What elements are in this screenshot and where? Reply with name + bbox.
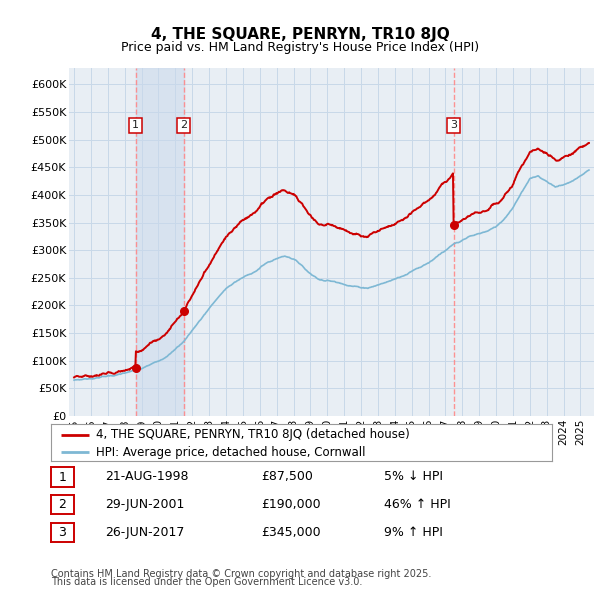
- Text: 26-JUN-2017: 26-JUN-2017: [105, 526, 184, 539]
- Text: £190,000: £190,000: [261, 498, 320, 511]
- Text: HPI: Average price, detached house, Cornwall: HPI: Average price, detached house, Corn…: [96, 445, 365, 458]
- Text: 1: 1: [58, 470, 67, 484]
- Text: 9% ↑ HPI: 9% ↑ HPI: [384, 526, 443, 539]
- Text: 29-JUN-2001: 29-JUN-2001: [105, 498, 184, 511]
- Text: 3: 3: [450, 120, 457, 130]
- Text: Contains HM Land Registry data © Crown copyright and database right 2025.: Contains HM Land Registry data © Crown c…: [51, 569, 431, 579]
- Bar: [136, 68, 184, 416]
- Text: £345,000: £345,000: [261, 526, 320, 539]
- Text: 21-AUG-1998: 21-AUG-1998: [105, 470, 188, 483]
- Text: 5% ↓ HPI: 5% ↓ HPI: [384, 470, 443, 483]
- Text: 4, THE SQUARE, PENRYN, TR10 8JQ: 4, THE SQUARE, PENRYN, TR10 8JQ: [151, 27, 449, 42]
- Text: 46% ↑ HPI: 46% ↑ HPI: [384, 498, 451, 511]
- Text: This data is licensed under the Open Government Licence v3.0.: This data is licensed under the Open Gov…: [51, 577, 362, 587]
- Text: 3: 3: [58, 526, 67, 539]
- Text: 2: 2: [58, 498, 67, 512]
- Text: £87,500: £87,500: [261, 470, 313, 483]
- Text: Price paid vs. HM Land Registry's House Price Index (HPI): Price paid vs. HM Land Registry's House …: [121, 41, 479, 54]
- Text: 2: 2: [180, 120, 187, 130]
- Text: 1: 1: [132, 120, 139, 130]
- Text: 4, THE SQUARE, PENRYN, TR10 8JQ (detached house): 4, THE SQUARE, PENRYN, TR10 8JQ (detache…: [96, 428, 410, 441]
